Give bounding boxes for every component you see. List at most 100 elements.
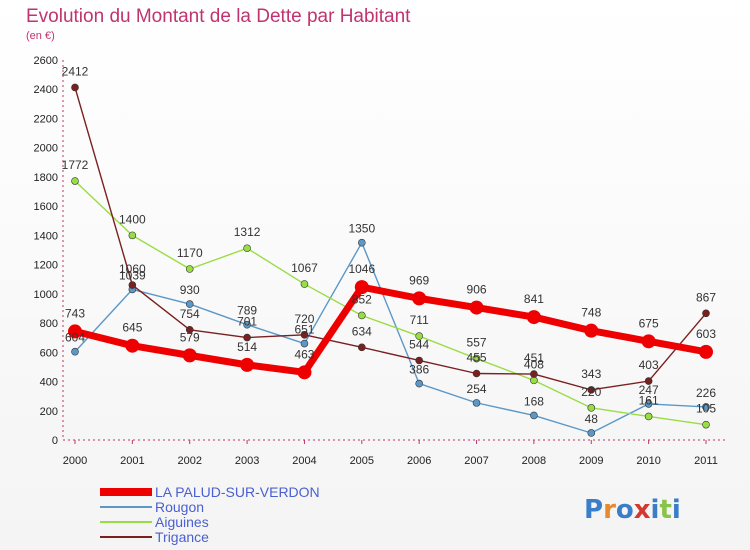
data-label: 675: [639, 316, 659, 330]
series-1-point: [587, 429, 596, 437]
series-0-point: [641, 334, 656, 349]
data-label: 1350: [348, 222, 375, 236]
data-label: 105: [696, 402, 716, 416]
data-label: 579: [180, 330, 200, 344]
data-label: 1312: [234, 225, 261, 239]
series-1-point: [358, 238, 366, 247]
logo-letter: i: [651, 495, 660, 525]
x-tick-label: 2004: [292, 455, 316, 467]
data-label: 604: [65, 331, 85, 345]
series-1-point: [71, 347, 79, 356]
series-2-point: [71, 177, 79, 185]
x-tick-label: 2009: [579, 455, 603, 467]
series-0-point: [240, 357, 255, 372]
data-label: 403: [639, 358, 659, 372]
series-0-point: [526, 310, 541, 325]
series-1-point: [702, 403, 710, 411]
series-2-point: [587, 404, 596, 412]
series-2-point: [243, 244, 251, 253]
data-label: 544: [409, 337, 429, 351]
series-0-point: [469, 300, 484, 315]
legend: LA PALUD-SUR-VERDONRougonAiguinesTriganc…: [100, 484, 320, 545]
y-tick-label: 2400: [34, 84, 58, 96]
series-1-point: [185, 300, 194, 308]
data-label: 1067: [291, 261, 318, 275]
series-1-point: [644, 400, 653, 408]
series-3-point: [587, 386, 596, 394]
data-label: 226: [696, 386, 716, 400]
data-label: 48: [585, 412, 599, 426]
series-0-point: [699, 344, 713, 359]
data-label: 254: [467, 382, 487, 396]
data-label: 841: [524, 292, 544, 306]
series-0-point: [584, 323, 599, 338]
series-2-point: [185, 265, 194, 273]
series-0-point: [354, 280, 369, 295]
data-label: 1400: [119, 212, 146, 226]
data-label: 451: [524, 351, 544, 365]
series-2-point: [415, 332, 423, 340]
series-1-point: [300, 339, 309, 348]
data-label: 1046: [348, 262, 375, 276]
series-2-point: [300, 280, 309, 288]
x-tick-label: 2001: [120, 455, 144, 467]
data-label: 634: [352, 324, 372, 338]
legend-label-3: Trigance: [155, 529, 209, 545]
data-label: 969: [409, 273, 429, 287]
logo-letter: r: [603, 495, 616, 525]
series-3-point: [185, 325, 194, 334]
series-3-point: [128, 281, 137, 289]
series-2-point: [530, 376, 538, 385]
series-0-point: [297, 365, 312, 380]
series-line-1: [74, 241, 707, 434]
series-3-point: [702, 309, 710, 318]
data-label: 161: [639, 393, 659, 407]
series-3-point: [415, 356, 423, 365]
series-0-point: [182, 348, 197, 363]
data-label: 247: [639, 383, 659, 397]
x-tick-label: 2003: [235, 455, 259, 467]
series-lines: [74, 87, 707, 434]
series-3-point: [530, 370, 538, 378]
data-label: 557: [467, 336, 487, 350]
y-tick-label: 400: [40, 377, 58, 389]
data-label: 789: [237, 304, 257, 318]
y-tick-label: 2600: [34, 55, 58, 67]
y-tick-label: 1600: [34, 201, 58, 213]
series-markers: [68, 83, 713, 437]
series-3-point: [300, 330, 309, 339]
series-3-point: [472, 369, 481, 378]
series-3-point: [644, 377, 653, 385]
data-label: 743: [65, 306, 85, 320]
data-label: 514: [237, 340, 257, 354]
data-labels: 743 645 579 514 463 1046 969 906 841 748 675 603 604…: [62, 64, 717, 426]
y-tick-label: 1200: [34, 260, 58, 272]
series-1-point: [243, 320, 251, 329]
x-tick-label: 2008: [522, 455, 546, 467]
data-label: 2412: [62, 64, 89, 78]
series-3-point: [358, 343, 366, 352]
x-tick-label: 2002: [177, 455, 201, 467]
series-3-point: [243, 333, 251, 342]
y-tick-label: 1000: [34, 289, 58, 301]
series-2-point: [644, 412, 653, 421]
series-3-point: [71, 83, 79, 92]
y-tick-label: 2000: [34, 143, 58, 155]
data-label: 455: [467, 351, 487, 365]
data-label: 852: [352, 292, 372, 306]
series-2-point: [702, 420, 710, 429]
legend-label-2: Aiguines: [155, 514, 209, 530]
data-label: 906: [467, 283, 487, 297]
logo-letter: P: [584, 495, 603, 525]
x-tick-label: 2000: [63, 455, 87, 467]
data-label: 1039: [119, 268, 146, 282]
y-tick-label: 800: [40, 318, 58, 330]
logo-letter: o: [616, 495, 634, 525]
data-label: 930: [180, 283, 200, 297]
data-label: 651: [294, 323, 314, 337]
series-2-point: [472, 354, 481, 363]
data-label: 220: [581, 385, 601, 399]
series-2-point: [128, 231, 137, 240]
axes: 0 200 400 600 800 1000 1200 1400 1600 1800 2000 220…: [34, 55, 725, 467]
